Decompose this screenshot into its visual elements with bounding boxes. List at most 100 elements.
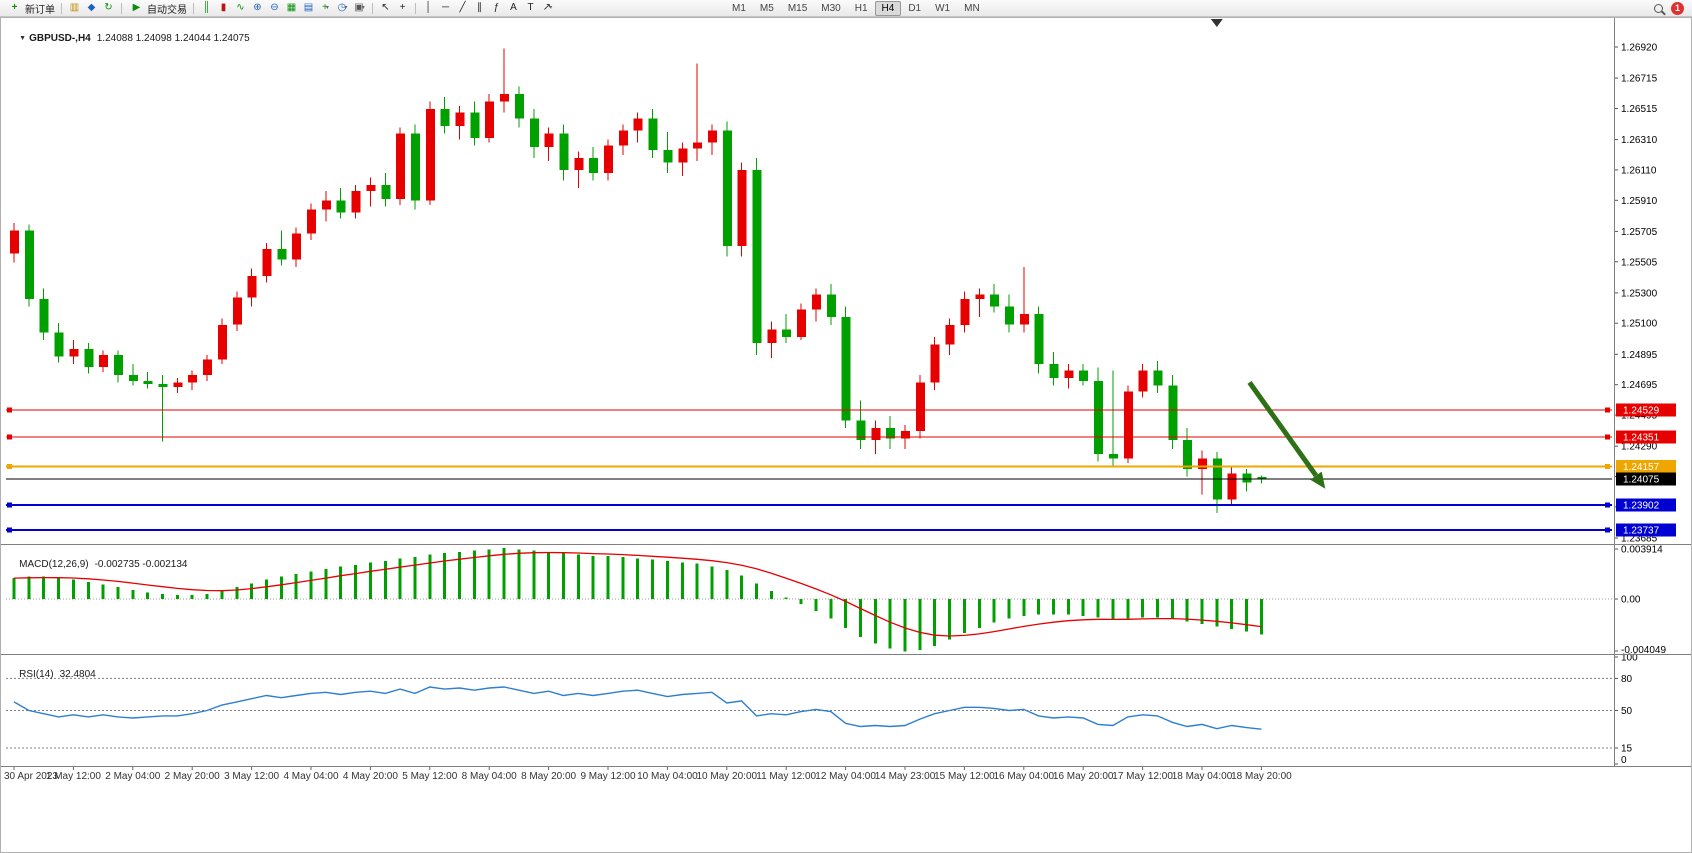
svg-text:0.003914: 0.003914 [1621, 545, 1663, 556]
toolbar: + 新订单 ▥ ◆ ↻ ▶ 自动交易 ║ ▮ ∿ ⊕ ⊖ ▦ ▤ + ▾ ◷ ▾ ▣ ▾ ↖ + │ ─ ╱ ∥ ƒ A… [0, 0, 1692, 17]
svg-text:0: 0 [1621, 755, 1627, 766]
svg-text:11 May 12:00: 11 May 12:00 [756, 771, 816, 782]
text-icon[interactable]: A [510, 2, 517, 13]
svg-text:1.25300: 1.25300 [1621, 288, 1658, 299]
svg-text:10 May 20:00: 10 May 20:00 [696, 771, 757, 782]
toolbar-separator [61, 2, 62, 14]
candles-icon[interactable]: ▮ [220, 2, 227, 13]
zoom-in-icon[interactable]: ⊕ [253, 2, 262, 13]
rsi-title: RSI(14) [19, 669, 54, 680]
svg-text:1.24351: 1.24351 [1623, 432, 1660, 443]
new-order-button[interactable]: + 新订单 [4, 1, 57, 16]
svg-text:15 May 12:00: 15 May 12:00 [934, 771, 995, 782]
dropdown-caret-icon: ▾ [361, 5, 365, 11]
macd-values: -0.002735 -0.002134 [94, 559, 188, 570]
timeframe-button-m1[interactable]: M1 [732, 2, 746, 14]
svg-text:1.25910: 1.25910 [1621, 196, 1658, 207]
svg-text:15: 15 [1621, 744, 1633, 755]
svg-text:30 Apr 2023: 30 Apr 2023 [4, 771, 58, 782]
new-order-icon: + [11, 2, 18, 13]
svg-text:-0.004049: -0.004049 [1621, 645, 1666, 656]
charts-icon[interactable]: ▥ [69, 2, 80, 13]
channel-icon[interactable]: ∥ [477, 2, 482, 13]
svg-text:2 May 04:00: 2 May 04:00 [105, 771, 160, 782]
tile-windows-icon[interactable]: ▦ [286, 2, 297, 13]
toolbar-right: 1 [1654, 1, 1688, 15]
dropdown-caret-icon: ▾ [325, 5, 329, 11]
svg-text:100: 100 [1621, 653, 1638, 664]
svg-text:10 May 04:00: 10 May 04:00 [637, 771, 698, 782]
vertical-line-icon[interactable]: │ [425, 2, 432, 13]
svg-text:1.23902: 1.23902 [1623, 501, 1660, 512]
toolbar-separator [121, 2, 122, 14]
rsi-value: 32.4804 [59, 669, 96, 680]
line-chart-icon[interactable]: ∿ [236, 2, 245, 13]
symbol-title: ▼ GBPUSD-,H4 1.24088 1.24098 1.24044 1.240… [8, 22, 250, 55]
autotrading-label: 自动交易 [147, 4, 187, 16]
down-arrow-annotation [1247, 380, 1326, 489]
timeframe-button-m5[interactable]: M5 [759, 2, 774, 14]
new-order-label: 新订单 [25, 4, 55, 16]
svg-text:8 May 04:00: 8 May 04:00 [462, 771, 517, 782]
arrange-icon[interactable]: ▤ [303, 2, 314, 13]
zoom-out-icon[interactable]: ⊖ [270, 2, 279, 13]
symbol-dropdown-icon[interactable]: ▼ [19, 35, 27, 42]
svg-text:2 May 20:00: 2 May 20:00 [165, 771, 220, 782]
notification-badge[interactable]: 1 [1671, 1, 1684, 15]
crosshair-icon[interactable]: + [399, 2, 406, 13]
svg-text:18 May 04:00: 18 May 04:00 [1172, 771, 1233, 782]
toolbar-separator [193, 2, 194, 14]
fibonacci-icon[interactable]: ƒ [493, 2, 500, 13]
refresh-icon[interactable]: ↻ [104, 2, 113, 13]
timeframe-button-h1[interactable]: H1 [854, 2, 868, 14]
svg-text:1.26920: 1.26920 [1621, 43, 1658, 54]
svg-text:16 May 04:00: 16 May 04:00 [993, 771, 1054, 782]
svg-text:1.24695: 1.24695 [1621, 380, 1658, 391]
timeframe-button-m15[interactable]: M15 [787, 2, 808, 14]
symbol-ohlc: 1.24088 1.24098 1.24044 1.24075 [96, 33, 250, 44]
bars-icon[interactable]: ║ [202, 2, 211, 13]
autotrading-button[interactable]: ▶ 自动交易 [126, 1, 189, 16]
timeframe-group: M1 M5 M15 M30 H1 H4 D1 W1 MN [725, 0, 987, 16]
label-icon[interactable]: T [527, 2, 534, 13]
period-clock-icon[interactable]: ◷ ▾ [337, 2, 348, 13]
search-icon[interactable] [1654, 3, 1663, 13]
svg-text:3 May 12:00: 3 May 12:00 [224, 771, 279, 782]
macd-label: MACD(12,26,9) -0.002735 -0.002134 [8, 548, 187, 581]
timeframe-button-h4[interactable]: H4 [874, 0, 902, 16]
chart-shift-marker-icon [1210, 19, 1223, 27]
trendline-icon[interactable]: ╱ [459, 2, 466, 13]
arrows-icon[interactable]: ↗ ▾ [542, 2, 553, 13]
autotrading-icon: ▶ [132, 2, 141, 13]
svg-text:1.25705: 1.25705 [1621, 227, 1658, 238]
timeframe-button-m30[interactable]: M30 [821, 2, 841, 14]
profiles-icon[interactable]: ◆ [87, 2, 96, 13]
timeframe-button-d1[interactable]: D1 [908, 2, 922, 14]
dropdown-caret-icon: ▾ [549, 5, 553, 11]
svg-text:50: 50 [1621, 706, 1633, 717]
svg-text:1.26110: 1.26110 [1621, 165, 1657, 176]
toolbar-separator [372, 2, 373, 14]
svg-text:18 May 20:00: 18 May 20:00 [1231, 771, 1292, 782]
svg-text:1 May 12:00: 1 May 12:00 [46, 771, 101, 782]
rsi-label: RSI(14) 32.4804 [8, 658, 96, 691]
cursor-icon[interactable]: ↖ [381, 2, 390, 13]
svg-text:1.24895: 1.24895 [1621, 350, 1658, 361]
svg-text:4 May 20:00: 4 May 20:00 [343, 771, 398, 782]
horizontal-line-icon[interactable]: ─ [441, 2, 450, 13]
svg-text:1.24075: 1.24075 [1623, 474, 1660, 485]
svg-text:80: 80 [1621, 674, 1633, 685]
toolbar-separator [415, 2, 416, 14]
timeframe-button-w1[interactable]: W1 [935, 2, 951, 14]
new-chart-icon[interactable]: + ▾ [322, 2, 329, 13]
templates-icon[interactable]: ▣ ▾ [354, 2, 365, 13]
svg-text:1.24157: 1.24157 [1623, 462, 1660, 473]
hline-objects: 1.24529 1.24351 1.24157 1.23902 1.23737 1.240… [6, 403, 1676, 537]
svg-text:1.25100: 1.25100 [1621, 319, 1658, 330]
svg-text:16 May 20:00: 16 May 20:00 [1053, 771, 1114, 782]
svg-text:1.26715: 1.26715 [1621, 74, 1658, 85]
timeframe-button-mn[interactable]: MN [964, 2, 980, 14]
pane-borders [1, 17, 1691, 767]
